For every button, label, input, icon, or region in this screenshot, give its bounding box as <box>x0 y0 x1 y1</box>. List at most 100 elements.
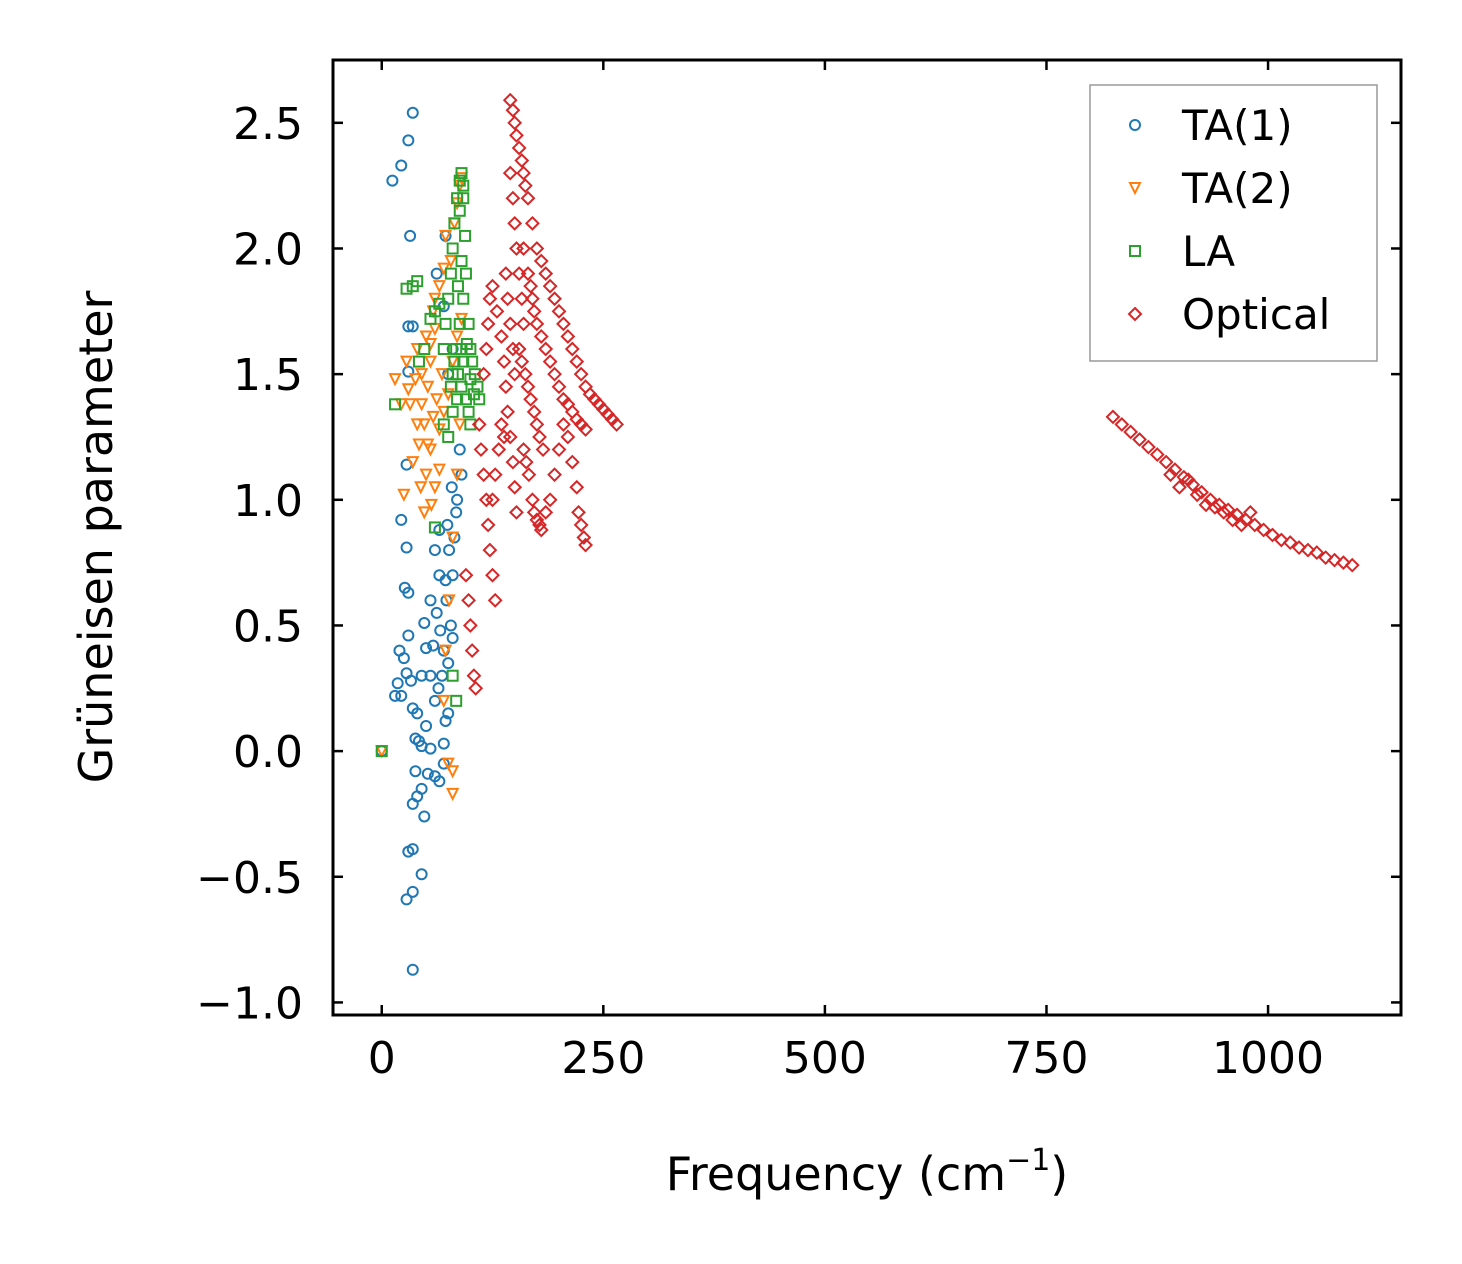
data-point <box>1234 517 1249 533</box>
data-point <box>386 174 399 187</box>
data-point <box>395 689 408 702</box>
data-point <box>1198 497 1214 513</box>
legend-box <box>1089 84 1378 362</box>
data-point <box>573 517 589 533</box>
data-point <box>533 329 549 344</box>
data-point <box>529 416 545 432</box>
data-point <box>424 669 437 682</box>
data-point <box>419 330 433 344</box>
data-point <box>1149 447 1165 462</box>
data-point <box>450 694 463 707</box>
data-point <box>578 422 594 437</box>
data-point <box>394 398 408 412</box>
data-point <box>556 416 571 432</box>
data-point <box>520 266 536 282</box>
data-point <box>1225 512 1241 528</box>
data-point <box>529 241 545 256</box>
data-point <box>502 165 518 181</box>
data-point <box>514 354 530 369</box>
data-point <box>516 316 531 332</box>
data-point <box>451 493 464 506</box>
legend-label: TA(1) <box>1181 101 1293 150</box>
data-point <box>406 885 419 898</box>
data-point <box>428 521 441 534</box>
x-tick-label: 750 <box>1004 1033 1088 1084</box>
legend-label: LA <box>1182 227 1235 276</box>
data-point <box>444 255 458 269</box>
data-point <box>457 179 470 192</box>
legend-marker <box>1128 182 1142 196</box>
data-point <box>453 317 466 330</box>
data-point <box>446 787 460 802</box>
data-point <box>430 393 444 407</box>
data-point <box>442 292 455 305</box>
data-point <box>485 492 500 508</box>
data-point <box>493 416 509 432</box>
data-point <box>455 167 468 180</box>
data-point <box>500 404 516 420</box>
data-point <box>462 618 478 633</box>
data-point <box>466 668 482 684</box>
data-point <box>428 481 442 495</box>
data-point <box>448 355 461 368</box>
data-point <box>421 767 434 780</box>
data-point <box>1282 535 1298 550</box>
data-point <box>468 680 484 696</box>
data-point <box>458 567 474 583</box>
data-point <box>397 652 410 665</box>
data-point <box>424 594 437 607</box>
data-point <box>1335 555 1351 571</box>
data-point <box>542 278 558 294</box>
data-point <box>450 330 464 344</box>
data-point <box>525 492 540 508</box>
data-point <box>560 329 576 344</box>
data-point <box>485 567 500 583</box>
data-point <box>516 165 531 181</box>
data-point <box>526 404 542 420</box>
data-point <box>482 291 498 307</box>
data-point <box>400 282 413 295</box>
data-point <box>451 192 464 205</box>
data-point <box>478 341 494 357</box>
data-point <box>441 518 454 531</box>
data-point <box>442 594 456 608</box>
data-point <box>493 329 509 344</box>
data-point <box>442 430 455 443</box>
data-point <box>538 266 554 282</box>
data-point <box>412 355 425 368</box>
data-point <box>542 492 558 508</box>
data-point <box>500 291 516 307</box>
data-point <box>446 531 460 545</box>
data-point <box>438 644 453 658</box>
data-point <box>556 316 571 332</box>
data-point <box>551 303 567 319</box>
x-axis-ticks: 0 250 500 750 1000 <box>368 60 1324 1084</box>
data-point <box>415 368 429 382</box>
data-point <box>404 229 417 242</box>
data-point <box>428 694 441 707</box>
data-point <box>445 481 458 494</box>
data-point <box>525 215 540 231</box>
data-point <box>389 398 402 411</box>
data-point <box>507 215 523 231</box>
data-point <box>476 467 492 483</box>
data-point <box>505 190 521 206</box>
data-point <box>518 454 534 470</box>
data-point <box>1247 517 1263 533</box>
data-point <box>1300 542 1316 558</box>
data-point <box>502 429 518 445</box>
data-point <box>446 569 459 582</box>
data-point <box>464 643 480 659</box>
data-point <box>1132 432 1147 447</box>
data-point <box>421 438 435 452</box>
data-point <box>496 354 512 369</box>
data-point <box>417 418 431 432</box>
data-point <box>526 303 542 319</box>
data-point <box>573 366 589 382</box>
x-axis-label-sup: −1 <box>1006 1143 1050 1178</box>
data-point <box>471 380 484 393</box>
data-point <box>433 775 446 788</box>
data-point <box>1265 527 1280 543</box>
data-point <box>401 383 415 397</box>
